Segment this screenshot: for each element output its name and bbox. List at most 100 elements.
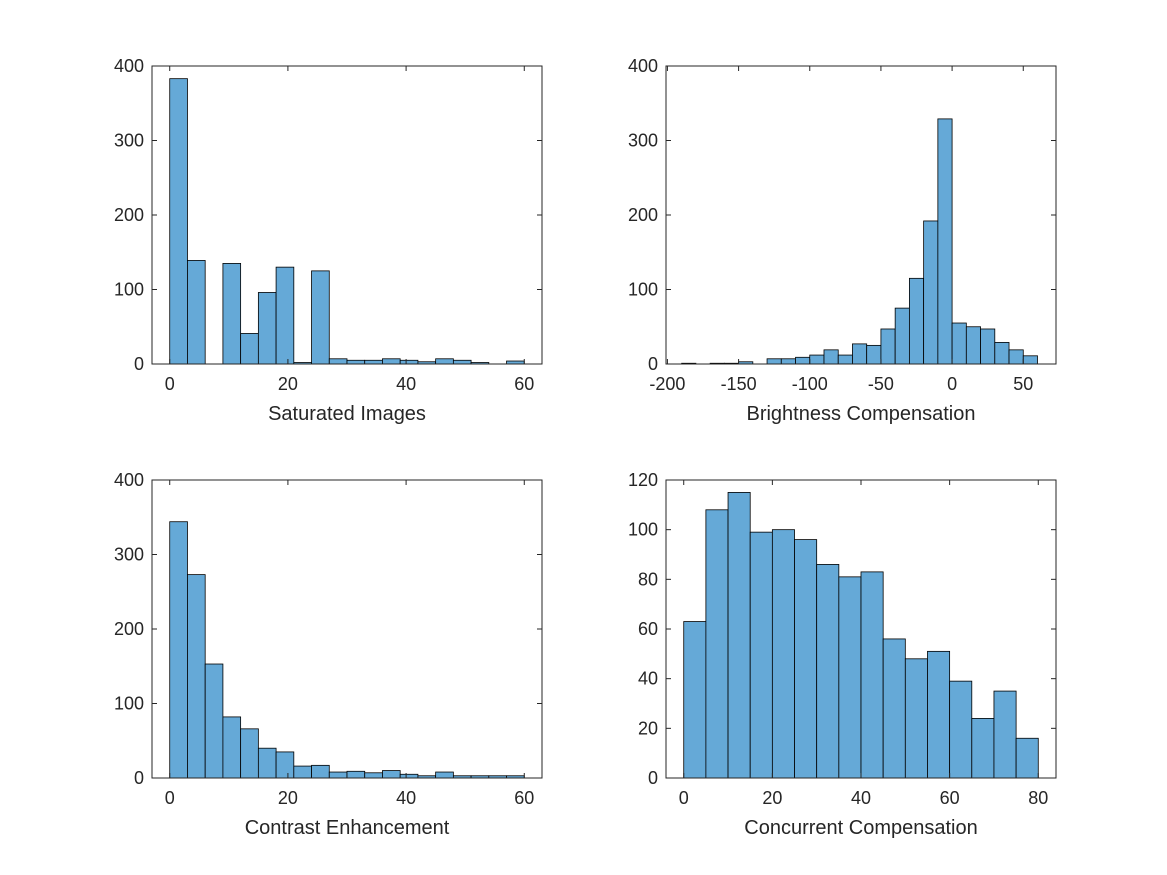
bar (816, 564, 840, 779)
bar (894, 307, 910, 365)
bar (1008, 349, 1024, 365)
bar (971, 718, 995, 779)
y-tick-label: 300 (114, 545, 144, 565)
bar (382, 358, 401, 365)
bar (204, 663, 224, 779)
x-tick-label: -100 (792, 374, 828, 394)
x-axis-label: Contrast Enhancement (245, 817, 450, 839)
y-tick-label: 300 (628, 131, 658, 151)
bar (809, 354, 825, 365)
bar (994, 341, 1010, 365)
x-axis-label: Saturated Images (268, 403, 426, 425)
bar (435, 358, 454, 365)
y-tick-label: 0 (648, 768, 658, 788)
x-tick-label: 40 (851, 788, 871, 808)
x-tick-label: 20 (762, 788, 782, 808)
bar (275, 266, 295, 365)
bar (1022, 355, 1038, 365)
x-tick-label: -50 (868, 374, 894, 394)
y-tick-label: 0 (648, 354, 658, 374)
bar (882, 638, 906, 779)
bar (880, 328, 896, 365)
y-tick-label: 100 (114, 694, 144, 714)
bar (837, 354, 853, 365)
bar (222, 716, 242, 779)
bar (727, 492, 751, 779)
bar (823, 349, 839, 365)
x-tick-label: 50 (1013, 374, 1033, 394)
y-tick-label: 400 (114, 56, 144, 76)
bar (275, 751, 295, 779)
bar (293, 765, 312, 779)
y-tick-label: 80 (638, 569, 658, 589)
bar (683, 621, 707, 779)
bar (435, 771, 454, 779)
y-tick-label: 60 (638, 619, 658, 639)
bar (923, 220, 939, 365)
bar (852, 343, 868, 365)
bar (169, 521, 188, 779)
x-tick-label: 0 (165, 788, 175, 808)
y-tick-label: 100 (628, 280, 658, 300)
x-tick-label: 20 (278, 374, 298, 394)
bar (399, 773, 419, 779)
bar (169, 78, 188, 365)
bar (771, 529, 795, 779)
bar (382, 770, 401, 779)
bar (346, 770, 366, 779)
bar (364, 359, 383, 365)
x-tick-label: 60 (940, 788, 960, 808)
x-tick-label: 40 (396, 374, 416, 394)
x-axis-label: Concurrent Compensation (744, 817, 977, 839)
bar (187, 574, 206, 779)
bar (328, 771, 348, 779)
x-tick-label: 0 (165, 374, 175, 394)
bar (780, 358, 796, 365)
bar (766, 358, 782, 365)
x-axis-label: Brightness Compensation (746, 403, 975, 425)
bar (240, 333, 259, 365)
bar (794, 539, 818, 779)
bar (222, 263, 242, 365)
bar (705, 509, 729, 779)
bar (311, 270, 330, 365)
y-tick-label: 100 (628, 520, 658, 540)
y-tick-label: 300 (114, 131, 144, 151)
y-tick-label: 200 (114, 619, 144, 639)
x-tick-label: 80 (1028, 788, 1048, 808)
bar (965, 326, 981, 365)
y-tick-label: 200 (114, 205, 144, 225)
bar (980, 328, 996, 365)
y-tick-label: 100 (114, 280, 144, 300)
y-tick-label: 400 (628, 56, 658, 76)
x-tick-label: 60 (514, 374, 534, 394)
bar (927, 650, 951, 779)
y-tick-label: 400 (114, 470, 144, 490)
bar (311, 764, 330, 779)
y-tick-label: 200 (628, 205, 658, 225)
y-tick-label: 0 (134, 354, 144, 374)
bar (187, 260, 206, 365)
x-tick-label: 0 (679, 788, 689, 808)
bar (993, 690, 1017, 779)
bar (949, 680, 973, 779)
x-tick-label: -150 (721, 374, 757, 394)
bar (908, 277, 925, 365)
axes-background (666, 66, 1056, 364)
x-tick-label: 60 (514, 788, 534, 808)
bar (1015, 737, 1039, 779)
bar (240, 728, 259, 779)
x-tick-label: 0 (947, 374, 957, 394)
bar (452, 359, 472, 365)
axes-background (152, 66, 542, 364)
bar (866, 344, 882, 365)
bar (257, 747, 277, 779)
bar (795, 356, 811, 365)
bar (749, 531, 773, 779)
bar (860, 571, 884, 779)
x-tick-label: 20 (278, 788, 298, 808)
x-tick-label: -200 (649, 374, 685, 394)
bar (951, 322, 967, 365)
y-tick-label: 120 (628, 470, 658, 490)
